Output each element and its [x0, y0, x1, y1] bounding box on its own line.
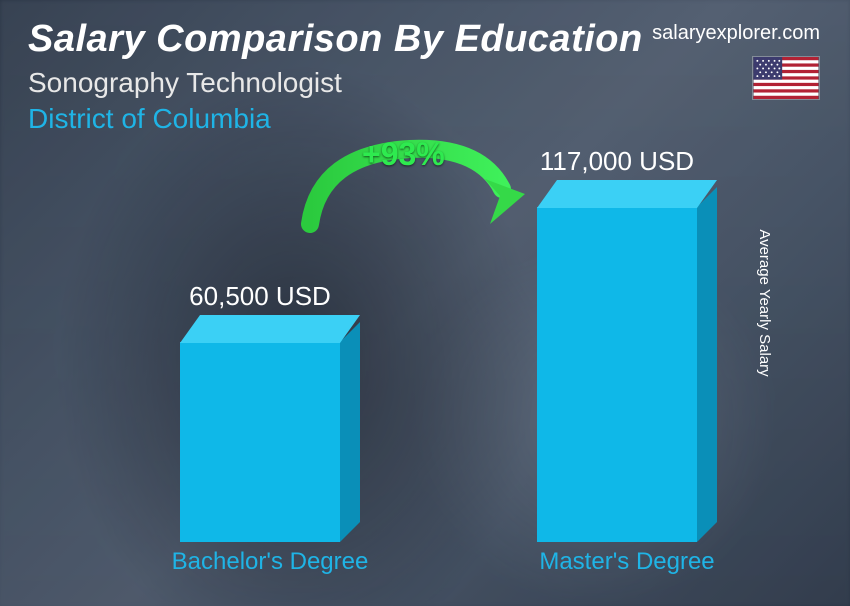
bar-front — [537, 207, 697, 542]
bar-side — [697, 187, 717, 542]
location: District of Columbia — [28, 103, 822, 135]
us-flag-icon — [752, 56, 820, 100]
bar-value: 60,500 USD — [150, 281, 370, 312]
job-title: Sonography Technologist — [28, 67, 822, 99]
bar-value: 117,000 USD — [507, 146, 727, 177]
bar-side — [340, 322, 360, 542]
bar-label: Master's Degree — [527, 548, 727, 576]
bar-chart: 60,500 USD Bachelor's Degree 117,000 USD Ma… — [0, 146, 850, 576]
bar-top — [537, 180, 717, 208]
bar-top — [180, 315, 360, 343]
bar-front — [180, 342, 340, 542]
bar-label: Bachelor's Degree — [170, 548, 370, 576]
brand-text: salaryexplorer.com — [652, 22, 820, 45]
percent-increase-badge: +93% — [362, 136, 445, 173]
